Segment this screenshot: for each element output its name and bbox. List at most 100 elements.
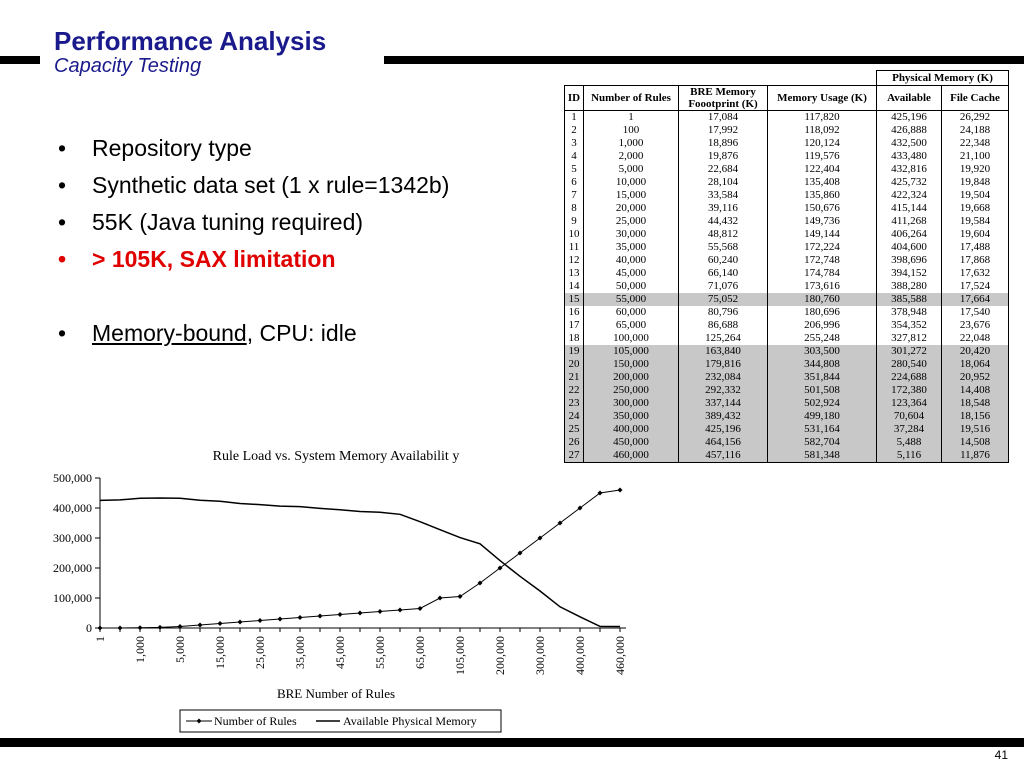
cell-footprint: 80,796 <box>678 306 768 319</box>
cell-available: 280,540 <box>876 358 942 371</box>
table-row: 14 50,000 71,076 173,616 388,280 17,524 <box>564 280 1009 293</box>
cell-usage: 117,820 <box>767 110 877 124</box>
col-available: Available <box>876 85 942 111</box>
x-tick-label: 300,000 <box>533 636 547 675</box>
cell-id: 24 <box>564 410 584 423</box>
cell-id: 2 <box>564 124 584 137</box>
cell-id: 21 <box>564 371 584 384</box>
cell-file-cache: 23,676 <box>941 319 1009 332</box>
cell-rules: 2,000 <box>583 150 679 163</box>
cell-usage: 172,748 <box>767 254 877 267</box>
cell-available: 385,588 <box>876 293 942 306</box>
x-tick-label: 1,000 <box>133 636 147 663</box>
number-of-rules-point <box>197 622 203 628</box>
cell-file-cache: 17,868 <box>941 254 1009 267</box>
series-number-of-rules-line <box>100 489 621 629</box>
cell-usage: 581,348 <box>767 449 877 463</box>
cell-available: 415,144 <box>876 202 942 215</box>
x-tick-label: 35,000 <box>293 636 307 669</box>
cell-rules: 400,000 <box>583 423 679 436</box>
cell-available: 172,380 <box>876 384 942 397</box>
cell-available: 123,364 <box>876 397 942 410</box>
cell-footprint: 86,688 <box>678 319 768 332</box>
table-row: 18 100,000 125,264 255,248 327,812 22,048 <box>564 332 1009 345</box>
cell-rules: 60,000 <box>583 306 679 319</box>
cell-rules: 1 <box>583 110 679 124</box>
number-of-rules-point <box>97 625 103 631</box>
cell-usage: 502,924 <box>767 397 877 410</box>
cell-file-cache: 17,488 <box>941 241 1009 254</box>
cell-file-cache: 14,508 <box>941 436 1009 449</box>
table-row: 13 45,000 66,140 174,784 394,152 17,632 <box>564 267 1009 280</box>
cell-file-cache: 17,524 <box>941 280 1009 293</box>
cell-usage: 501,508 <box>767 384 877 397</box>
y-tick-label: 100,000 <box>53 591 92 605</box>
cell-rules: 55,000 <box>583 293 679 306</box>
cell-id: 26 <box>564 436 584 449</box>
cell-footprint: 425,196 <box>678 423 768 436</box>
cell-footprint: 22,684 <box>678 163 768 176</box>
cell-id: 23 <box>564 397 584 410</box>
cell-footprint: 179,816 <box>678 358 768 371</box>
table-row: 15 55,000 75,052 180,760 385,588 17,664 <box>564 293 1009 306</box>
cell-id: 1 <box>564 110 584 124</box>
table-body: 1 1 17,084 117,820 425,196 26,292 2 100 17,992 11… <box>564 110 1009 463</box>
number-of-rules-point <box>297 615 303 620</box>
table-row: 27 460,000 457,116 581,348 5,116 11,876 <box>564 449 1009 463</box>
cell-id: 19 <box>564 345 584 358</box>
cell-available: 398,696 <box>876 254 942 267</box>
cell-rules: 250,000 <box>583 384 679 397</box>
bullet-synthetic-data: Synthetic data set (1 x rule=1342b) <box>52 167 449 204</box>
table-row: 23 300,000 337,144 502,924 123,364 18,548 <box>564 397 1009 410</box>
x-tick-label: 25,000 <box>253 636 267 669</box>
bullet-java-tuning: 55K (Java tuning required) <box>52 204 449 241</box>
number-of-rules-point <box>597 490 603 496</box>
cell-usage: 172,224 <box>767 241 877 254</box>
number-of-rules-point <box>237 619 243 625</box>
cell-id: 20 <box>564 358 584 371</box>
col-bre-memory: BRE Memory Foootprint (K) <box>678 85 768 111</box>
table-row: 4 2,000 19,876 119,576 433,480 21,100 <box>564 150 1009 163</box>
cell-rules: 450,000 <box>583 436 679 449</box>
cell-id: 8 <box>564 202 584 215</box>
number-of-rules-point <box>137 625 143 631</box>
bullet-list: Repository type Synthetic data set (1 x … <box>52 130 449 352</box>
table-row: 21 200,000 232,084 351,844 224,688 20,952 <box>564 371 1009 384</box>
cell-available: 425,196 <box>876 110 942 124</box>
cell-footprint: 389,432 <box>678 410 768 423</box>
cell-footprint: 18,896 <box>678 137 768 150</box>
cell-id: 12 <box>564 254 584 267</box>
title-rule-left <box>0 56 40 64</box>
cell-file-cache: 19,920 <box>941 163 1009 176</box>
y-tick-label: 400,000 <box>53 501 92 515</box>
slide-title: Performance Analysis <box>54 26 327 56</box>
cell-file-cache: 24,188 <box>941 124 1009 137</box>
cell-file-cache: 19,668 <box>941 202 1009 215</box>
number-of-rules-point <box>257 618 263 623</box>
cell-rules: 40,000 <box>583 254 679 267</box>
cell-id: 13 <box>564 267 584 280</box>
number-of-rules-point <box>117 625 123 631</box>
cell-rules: 100,000 <box>583 332 679 345</box>
cell-usage: 206,996 <box>767 319 877 332</box>
cell-available: 327,812 <box>876 332 942 345</box>
cell-available: 354,352 <box>876 319 942 332</box>
number-of-rules-point <box>477 580 483 586</box>
number-of-rules-point <box>437 595 443 601</box>
table-row: 9 25,000 44,432 149,736 411,268 19,584 <box>564 215 1009 228</box>
cell-id: 6 <box>564 176 584 189</box>
table-row: 22 250,000 292,332 501,508 172,380 14,408 <box>564 384 1009 397</box>
cell-footprint: 48,812 <box>678 228 768 241</box>
number-of-rules-point <box>337 612 343 617</box>
cell-usage: 135,860 <box>767 189 877 202</box>
cell-footprint: 33,584 <box>678 189 768 202</box>
cell-usage: 344,808 <box>767 358 877 371</box>
cell-footprint: 28,104 <box>678 176 768 189</box>
x-tick-label: 45,000 <box>333 636 347 669</box>
cell-usage: 173,616 <box>767 280 877 293</box>
x-tick-label: 400,000 <box>573 636 587 675</box>
cell-id: 22 <box>564 384 584 397</box>
chart-title: Rule Load vs. System Memory Availabilit … <box>213 449 460 464</box>
cell-available: 378,948 <box>876 306 942 319</box>
number-of-rules-point <box>517 550 523 556</box>
